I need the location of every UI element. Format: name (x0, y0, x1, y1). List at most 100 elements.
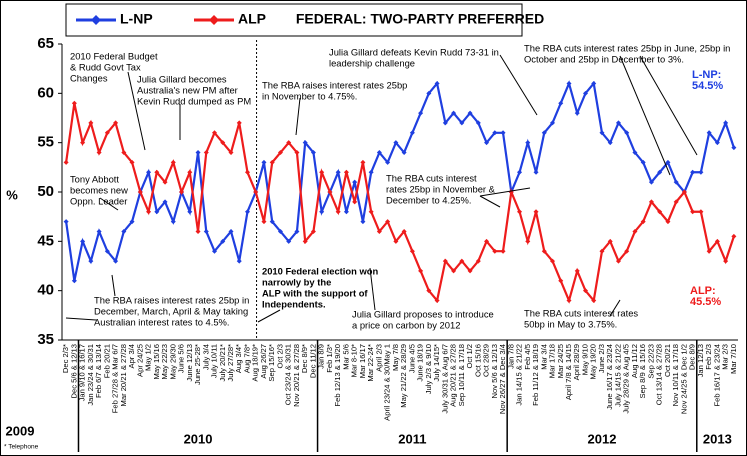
point (723, 258, 729, 264)
x-tick-label: June 18/19 (416, 344, 425, 382)
annotation: Julia Gillard defeats Kevin Rudd 73-31 i… (329, 46, 499, 57)
point (277, 150, 283, 156)
point (310, 150, 316, 156)
point (418, 268, 424, 274)
y-tick-label: 50 (37, 183, 54, 200)
point (146, 209, 152, 215)
x-tick-label: Jan 23/24 & 30/31 (86, 344, 95, 406)
point (550, 120, 556, 126)
point (228, 228, 234, 234)
arrow (111, 274, 116, 297)
x-tick-label: June 4/5 (407, 344, 416, 373)
x-tick-label: Sep 8/9 & 15/16 (638, 344, 647, 398)
point (302, 238, 308, 244)
x-tick-label: July 14/15* (432, 344, 441, 382)
point (681, 189, 687, 195)
point (277, 228, 283, 234)
legend-box (65, 3, 523, 37)
x-tick-label: Feb 20/21 (102, 344, 111, 378)
annotation: 54.5% (692, 80, 723, 92)
point (154, 169, 160, 175)
annotation: ALP: (690, 285, 716, 297)
point (96, 150, 102, 156)
x-tick-label: Dec 2/3* (61, 344, 70, 373)
x-tick-label: June 25-28* (193, 344, 202, 385)
annotation: The RBA raises interest rates 25bp (262, 79, 407, 90)
annotation: Kevin Rudd dumped as PM (137, 95, 251, 106)
annotation: October and 25bp in December to 3%. (524, 53, 684, 64)
point (376, 150, 382, 156)
point (244, 169, 250, 175)
point (558, 100, 564, 106)
point (294, 150, 300, 156)
x-tick-label: Mar 17/18 (548, 344, 557, 378)
annotation: Australian interest rates to 4.5%. (94, 316, 229, 327)
point (731, 233, 737, 239)
point (286, 140, 292, 146)
point (624, 130, 630, 136)
annotation: The RBA cuts interest (386, 172, 477, 183)
point (376, 228, 382, 234)
x-tick-label: June 16/17 & 23/24 (605, 344, 614, 410)
point (525, 238, 531, 244)
footnote: * Telephone (4, 444, 39, 451)
point (63, 159, 69, 165)
arrow (499, 54, 538, 116)
point (162, 179, 168, 185)
point (673, 179, 679, 185)
x-tick-label: April 28/29 (572, 344, 581, 380)
point (71, 278, 77, 284)
x-tick-label: April 7/8 & 14/15 (564, 344, 573, 400)
point (615, 258, 621, 264)
annotation: Independents. (262, 298, 326, 309)
point (665, 219, 671, 225)
point (96, 228, 102, 234)
point (451, 110, 457, 116)
point (409, 248, 415, 254)
x-tick-label: Jan 7/8 (506, 344, 515, 369)
arrow (257, 309, 281, 323)
point (146, 169, 152, 175)
point (640, 219, 646, 225)
x-tick-label: May 15/16 (152, 344, 161, 379)
annotation: 2010 Federal election won (262, 265, 378, 276)
arrow (479, 195, 501, 208)
point (607, 238, 613, 244)
point (698, 169, 704, 175)
point (492, 248, 498, 254)
legend-marker (91, 15, 101, 25)
point (335, 169, 341, 175)
point (706, 248, 712, 254)
point (451, 268, 457, 274)
x-tick-label: Nov 5/6 & 12/13 (490, 344, 499, 398)
arrow (619, 55, 671, 176)
point (500, 130, 506, 136)
year-label: 2010 (184, 431, 213, 446)
x-tick-label: Feb 11/12 & 18/19 (531, 344, 540, 406)
point (88, 258, 94, 264)
x-tick-label: Dec 5/6 & 12/13 (69, 344, 78, 398)
annotation: The RBA cuts interest rates (524, 307, 638, 318)
point (698, 209, 704, 215)
x-tick-label: Mar 24/25 (556, 344, 565, 378)
annotation: The RBA raises interest rates 25bp in (94, 294, 249, 305)
x-tick-label: April 23/24 & 30/May 1 (383, 344, 392, 421)
point (418, 110, 424, 116)
x-tick-label: June 5/6 (177, 344, 186, 373)
legend-label: ALP (238, 11, 266, 27)
x-tick-label: Oct 15/16 (473, 344, 482, 377)
series-line (65, 80, 735, 282)
point (360, 219, 366, 225)
x-tick-label: June 12/13 (185, 344, 194, 382)
point (517, 209, 523, 215)
x-tick-label: Mar 2/3 (721, 344, 730, 370)
arrow (99, 197, 119, 211)
point (492, 130, 498, 136)
arrow (127, 71, 146, 151)
x-tick-label: Aug 3/4* (234, 344, 243, 373)
point (261, 219, 267, 225)
annotation: December, March, April & May taking (94, 305, 248, 316)
series-line (65, 102, 735, 304)
point (582, 90, 588, 96)
y-tick-label: 55 (37, 134, 54, 151)
